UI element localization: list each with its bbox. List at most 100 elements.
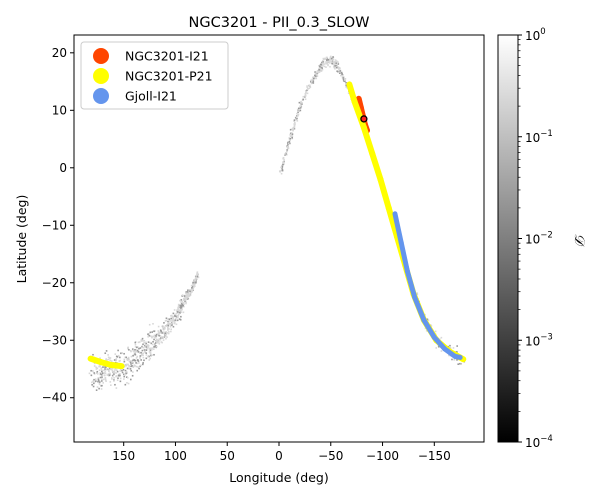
stream-particle (91, 370, 94, 372)
stream-particle (325, 58, 328, 60)
stream-particle (156, 339, 159, 341)
stream-particle (196, 272, 198, 275)
stream-particle (291, 128, 294, 130)
stream-particle (102, 366, 104, 368)
stream-particle (105, 358, 107, 360)
stream-particle (161, 332, 163, 334)
stream-particle (128, 348, 130, 351)
stream-particle (293, 120, 295, 123)
stream-particle (328, 61, 330, 63)
stream-particle (299, 107, 302, 109)
stream-particle (426, 318, 429, 321)
stream-particle (124, 369, 127, 372)
stream-particle (171, 315, 174, 318)
stream-particle (100, 378, 103, 380)
stream-particle (171, 320, 174, 322)
stream-particle (110, 384, 112, 386)
stream-particle (136, 355, 139, 358)
stream-particle (92, 380, 94, 383)
stream-particle (166, 326, 169, 328)
stream-particle (327, 63, 329, 66)
stream-particle (166, 336, 168, 338)
stream-particle (192, 285, 194, 288)
stream-particle (132, 354, 134, 357)
stream-particle (132, 359, 134, 362)
stream-particle (325, 63, 327, 65)
track-segment-gjoll-i21 (452, 353, 463, 360)
stream-particle (302, 95, 305, 98)
chart-title: NGC3201 - PII_0.3_SLOW (189, 15, 370, 31)
stream-particle (95, 380, 97, 382)
stream-particle (130, 355, 133, 358)
stream-particle (123, 375, 126, 378)
stream-particle (313, 76, 316, 78)
stream-particle (292, 129, 294, 132)
stream-particle (191, 286, 193, 289)
stream-particle (285, 152, 288, 155)
stream-particle (197, 276, 200, 279)
stream-particle (451, 358, 453, 361)
stream-particle (286, 150, 288, 153)
stream-particle (148, 359, 151, 361)
stream-particle (168, 330, 170, 333)
stream-particle (280, 169, 283, 172)
track-segment-gjoll-i21 (412, 294, 427, 323)
track-segment-ngc3201-p21 (377, 176, 392, 212)
stream-particle (189, 290, 191, 293)
stream-particle (163, 331, 165, 334)
stream-particle (180, 301, 182, 304)
stream-particle (155, 345, 158, 348)
stream-particle (93, 362, 96, 365)
stream-particle (304, 94, 307, 96)
stream-particle (123, 378, 125, 380)
stream-particle (161, 336, 163, 338)
stream-particle (180, 311, 183, 313)
stream-particle (169, 323, 171, 326)
stream-particle (326, 62, 329, 64)
stream-particle (195, 282, 197, 284)
stream-particle (150, 354, 152, 357)
track-segment-gjoll-i21 (392, 211, 404, 246)
stream-particle (291, 135, 294, 137)
y-tick-label: 20 (52, 46, 67, 60)
colorbar-tick-label: 100 (525, 27, 546, 43)
stream-particle (172, 316, 175, 319)
stream-particle (182, 302, 185, 304)
stream-particle (183, 295, 186, 297)
stream-particle (152, 340, 154, 343)
stream-particle (145, 357, 148, 360)
stream-particle (125, 364, 127, 367)
stream-particle (311, 80, 313, 83)
stream-particle (180, 307, 182, 309)
stream-particle (173, 321, 176, 323)
stream-particle (197, 273, 199, 276)
stream-particle (111, 368, 114, 370)
stream-particle (166, 318, 169, 320)
stream-particle (293, 119, 296, 121)
stream-particle (138, 367, 140, 370)
stream-particle (338, 72, 341, 74)
stream-particle (95, 389, 98, 391)
stream-particle (136, 346, 138, 349)
stream-particle (283, 159, 286, 161)
stream-particle (103, 369, 105, 372)
stream-particle (127, 364, 130, 367)
stream-particle (332, 58, 335, 61)
stream-particle (147, 345, 150, 347)
stream-particle (306, 86, 309, 89)
stream-particle (95, 368, 98, 370)
stream-particle (137, 360, 140, 362)
stream-particle (158, 332, 161, 335)
stream-particle (170, 315, 172, 317)
stream-particle (309, 79, 312, 82)
stream-particle (147, 341, 150, 343)
stream-particle (126, 372, 128, 374)
stream-particle (100, 388, 103, 390)
stream-particle (111, 369, 114, 372)
stream-particle (194, 277, 197, 280)
stream-particle (300, 104, 303, 107)
stream-particle (101, 384, 103, 387)
stream-particle (104, 378, 107, 380)
stream-particle (171, 324, 173, 326)
stream-particle (135, 362, 137, 364)
